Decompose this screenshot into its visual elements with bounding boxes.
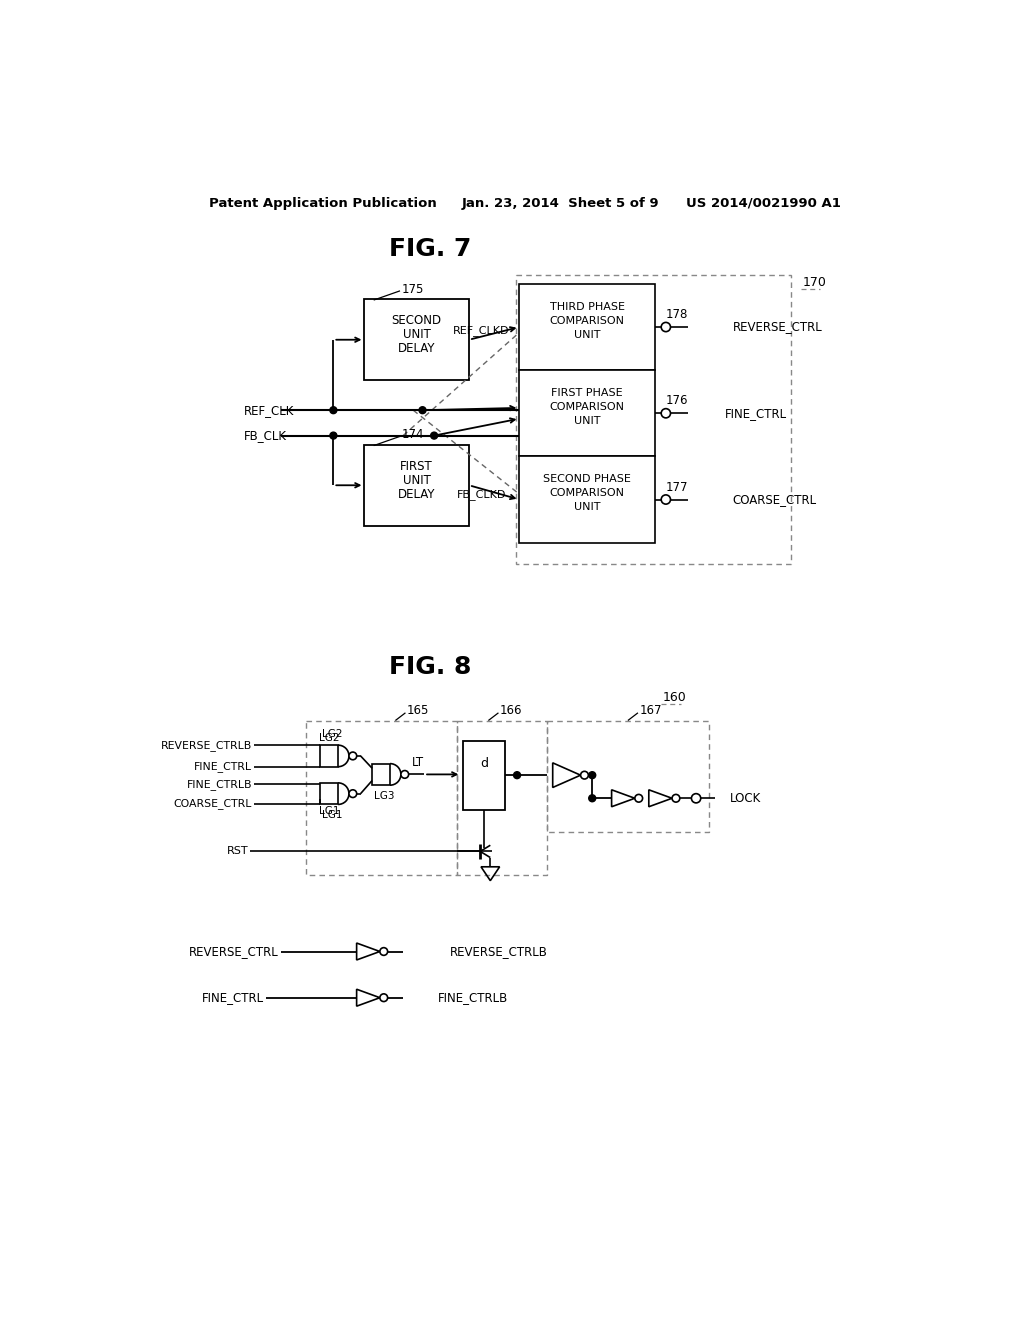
Circle shape xyxy=(589,772,596,779)
Text: SECOND PHASE: SECOND PHASE xyxy=(544,474,631,484)
Text: FIRST: FIRST xyxy=(400,459,433,473)
Text: 167: 167 xyxy=(640,704,662,717)
Text: THIRD PHASE: THIRD PHASE xyxy=(550,302,625,312)
Circle shape xyxy=(330,432,337,440)
Circle shape xyxy=(589,795,596,801)
Text: REVERSE_CTRLB: REVERSE_CTRLB xyxy=(450,945,548,958)
Bar xyxy=(365,445,469,525)
Circle shape xyxy=(691,793,700,803)
Text: REVERSE_CTRL: REVERSE_CTRL xyxy=(189,945,280,958)
Text: COMPARISON: COMPARISON xyxy=(550,488,625,499)
Text: FINE_CTRLB: FINE_CTRLB xyxy=(186,779,252,789)
Text: REF_CLKD: REF_CLKD xyxy=(454,325,510,337)
Text: FINE_CTRL: FINE_CTRL xyxy=(202,991,263,1005)
Text: LG2: LG2 xyxy=(318,733,339,743)
Circle shape xyxy=(662,495,671,504)
Circle shape xyxy=(380,948,388,956)
Bar xyxy=(321,744,338,767)
Text: d: d xyxy=(480,758,488,770)
Text: LG1: LG1 xyxy=(323,810,343,820)
Circle shape xyxy=(635,795,643,803)
Text: LG2: LG2 xyxy=(323,730,343,739)
Bar xyxy=(321,783,338,804)
Text: LG3: LG3 xyxy=(375,791,395,801)
Text: US 2014/0021990 A1: US 2014/0021990 A1 xyxy=(686,197,841,210)
Text: 174: 174 xyxy=(401,428,424,441)
Text: LG1: LG1 xyxy=(318,807,339,816)
Text: Jan. 23, 2014  Sheet 5 of 9: Jan. 23, 2014 Sheet 5 of 9 xyxy=(461,197,658,210)
Circle shape xyxy=(349,752,356,760)
Text: LT: LT xyxy=(412,756,424,770)
Text: UNIT: UNIT xyxy=(573,416,600,426)
Text: COARSE_CTRL: COARSE_CTRL xyxy=(174,799,252,809)
Text: FB_CLKD: FB_CLKD xyxy=(457,488,506,500)
Text: FINE_CTRLB: FINE_CTRLB xyxy=(438,991,508,1005)
Text: UNIT: UNIT xyxy=(573,330,600,339)
Circle shape xyxy=(380,994,388,1002)
Circle shape xyxy=(662,322,671,331)
Bar xyxy=(463,741,506,809)
Circle shape xyxy=(672,795,680,803)
Text: REVERSE_CTRL: REVERSE_CTRL xyxy=(732,321,822,334)
Circle shape xyxy=(431,432,437,440)
Text: 166: 166 xyxy=(500,704,522,717)
Text: FIRST PHASE: FIRST PHASE xyxy=(551,388,623,399)
Bar xyxy=(365,300,469,380)
Text: 160: 160 xyxy=(663,690,686,704)
Text: COMPARISON: COMPARISON xyxy=(550,315,625,326)
Text: REF_CLK: REF_CLK xyxy=(245,404,295,417)
Text: 177: 177 xyxy=(666,480,688,494)
Bar xyxy=(372,763,390,785)
Circle shape xyxy=(349,789,356,797)
Bar xyxy=(458,721,547,874)
Circle shape xyxy=(400,771,409,779)
Bar xyxy=(519,370,655,457)
Text: SECOND: SECOND xyxy=(391,314,441,327)
Circle shape xyxy=(419,407,426,413)
Circle shape xyxy=(514,772,520,779)
Text: COARSE_CTRL: COARSE_CTRL xyxy=(732,492,816,506)
Text: COMPARISON: COMPARISON xyxy=(550,403,625,412)
Text: 170: 170 xyxy=(802,276,826,289)
Text: DELAY: DELAY xyxy=(398,342,435,355)
Text: FINE_CTRL: FINE_CTRL xyxy=(194,762,252,772)
Circle shape xyxy=(330,407,337,413)
Text: 176: 176 xyxy=(666,395,688,408)
Text: 165: 165 xyxy=(407,704,429,717)
Text: UNIT: UNIT xyxy=(402,474,431,487)
Bar xyxy=(515,275,791,564)
Text: 178: 178 xyxy=(666,308,688,321)
Text: FIG. 7: FIG. 7 xyxy=(389,238,471,261)
Text: FIG. 8: FIG. 8 xyxy=(389,655,471,678)
Text: UNIT: UNIT xyxy=(402,329,431,342)
Text: 175: 175 xyxy=(401,282,424,296)
Text: FB_CLK: FB_CLK xyxy=(245,429,288,442)
Bar xyxy=(519,457,655,543)
Text: Patent Application Publication: Patent Application Publication xyxy=(209,197,437,210)
Bar xyxy=(306,721,458,874)
Text: REVERSE_CTRLB: REVERSE_CTRLB xyxy=(161,739,252,751)
Circle shape xyxy=(581,771,589,779)
Text: FINE_CTRL: FINE_CTRL xyxy=(725,407,786,420)
Text: LOCK: LOCK xyxy=(730,792,762,805)
Circle shape xyxy=(662,409,671,418)
Bar xyxy=(519,284,655,370)
Bar xyxy=(547,721,710,832)
Text: RST: RST xyxy=(226,846,248,857)
Text: UNIT: UNIT xyxy=(573,502,600,512)
Text: DELAY: DELAY xyxy=(398,487,435,500)
